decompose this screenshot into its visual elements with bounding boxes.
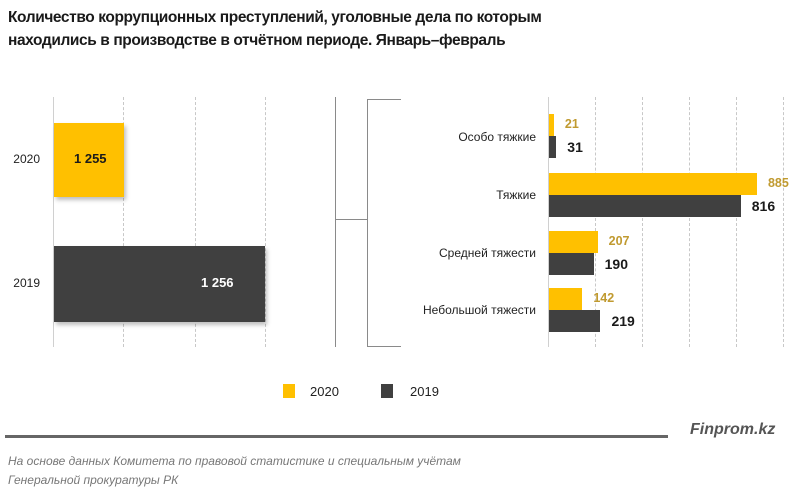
data-label: 885 — [767, 176, 789, 190]
gridline — [783, 97, 784, 347]
gridline — [195, 97, 196, 347]
data-label: 21 — [564, 117, 579, 131]
title-line-2: находились в производстве в отчётном пер… — [8, 32, 506, 49]
divider — [5, 435, 668, 438]
data-label: 219 — [611, 313, 635, 329]
chart-title: Количество коррупционных преступлений, у… — [8, 6, 728, 52]
data-label: 1 255 — [74, 151, 107, 166]
right-axis-line — [548, 97, 549, 347]
category-label: Средней тяжести — [439, 246, 536, 260]
bracket — [367, 99, 401, 347]
bar-2020 — [549, 231, 598, 253]
legend-swatch-2019 — [381, 384, 393, 398]
category-label: Небольшой тяжести — [423, 303, 536, 317]
brand-logo: Finprom.kz — [690, 421, 776, 438]
category-label: 2020 — [13, 152, 40, 166]
data-label: 207 — [608, 234, 630, 248]
gridline — [689, 97, 690, 347]
bracket-line — [335, 219, 367, 220]
bar-2020-total — [54, 123, 124, 197]
source-line-1: На основе данных Комитета по правовой ст… — [8, 454, 461, 468]
data-label: 190 — [604, 256, 628, 272]
bracket-line — [335, 97, 336, 347]
bar-2019 — [549, 195, 741, 217]
bar-2020 — [549, 173, 757, 195]
gridline — [595, 97, 596, 347]
bar-2019 — [549, 253, 594, 275]
bar-2019-total — [54, 246, 265, 322]
source-line-2: Генеральной прокуратуры РК — [8, 473, 179, 487]
gridline — [265, 97, 266, 347]
title-line-1: Количество коррупционных преступлений, у… — [8, 9, 542, 26]
gridline — [123, 97, 124, 347]
category-label: Тяжкие — [496, 188, 536, 202]
legend-label: 2020 — [310, 384, 339, 399]
gridline — [642, 97, 643, 347]
data-label: 816 — [751, 198, 776, 214]
category-label: Особо тяжкие — [458, 130, 536, 144]
data-label: 31 — [567, 139, 583, 155]
gridline — [736, 97, 737, 347]
category-label: 2019 — [13, 276, 40, 290]
left-axis-line — [53, 97, 54, 347]
bar-2019 — [549, 310, 601, 332]
bar-2019 — [549, 136, 557, 158]
bar-2020 — [549, 114, 554, 136]
data-label: 142 — [593, 291, 615, 305]
legend-swatch-2020 — [283, 384, 295, 398]
legend-label: 2019 — [410, 384, 439, 399]
bar-2020 — [549, 288, 583, 310]
data-label: 1 256 — [201, 275, 234, 290]
